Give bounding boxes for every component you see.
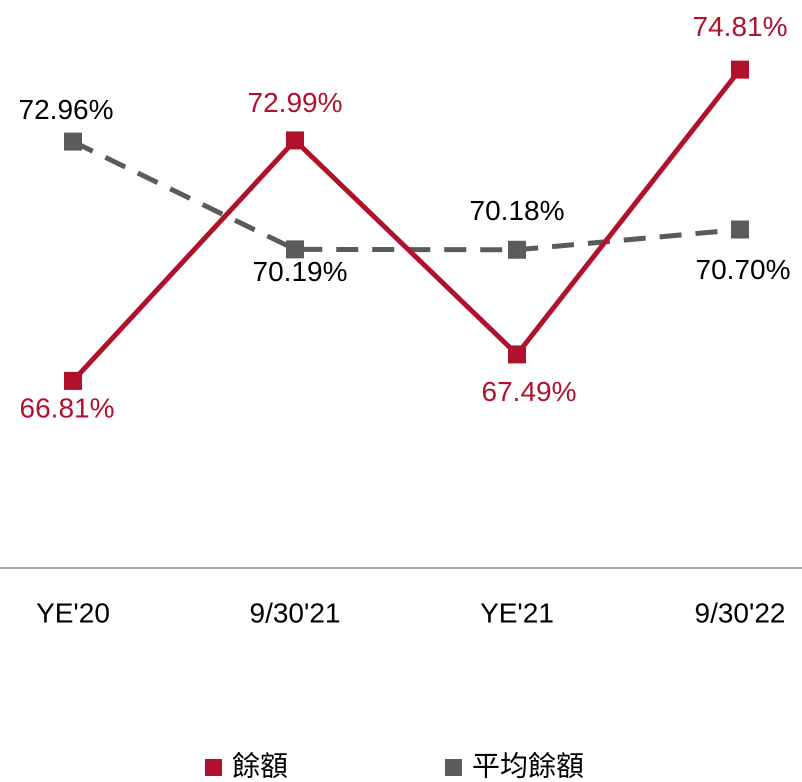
point-marker <box>286 240 304 259</box>
data-label: 72.96% <box>19 94 114 125</box>
legend-label: 餘額 <box>232 750 288 781</box>
legend-label: 平均餘額 <box>472 750 584 781</box>
x-tick-label: 9/30'22 <box>695 597 786 628</box>
legend-swatch <box>205 759 222 776</box>
x-tick-label: YE'20 <box>36 597 110 628</box>
legend-swatch <box>445 759 462 776</box>
data-label: 70.70% <box>696 254 791 285</box>
x-tick-label: YE'21 <box>480 597 554 628</box>
point-marker <box>731 60 749 79</box>
point-marker <box>731 220 749 239</box>
data-label: 74.81% <box>693 11 788 42</box>
point-marker <box>64 371 82 390</box>
data-label: 70.19% <box>253 256 348 287</box>
data-label: 70.18% <box>470 195 565 226</box>
data-label: 67.49% <box>482 376 577 407</box>
data-label: 66.81% <box>20 392 115 423</box>
point-marker <box>286 131 304 150</box>
data-label: 72.99% <box>248 87 343 118</box>
point-marker <box>64 132 82 151</box>
x-tick-label: 9/30'21 <box>250 597 341 628</box>
series-line <box>71 68 742 383</box>
point-marker <box>508 345 526 364</box>
point-marker <box>508 240 526 259</box>
series-line <box>71 139 741 253</box>
